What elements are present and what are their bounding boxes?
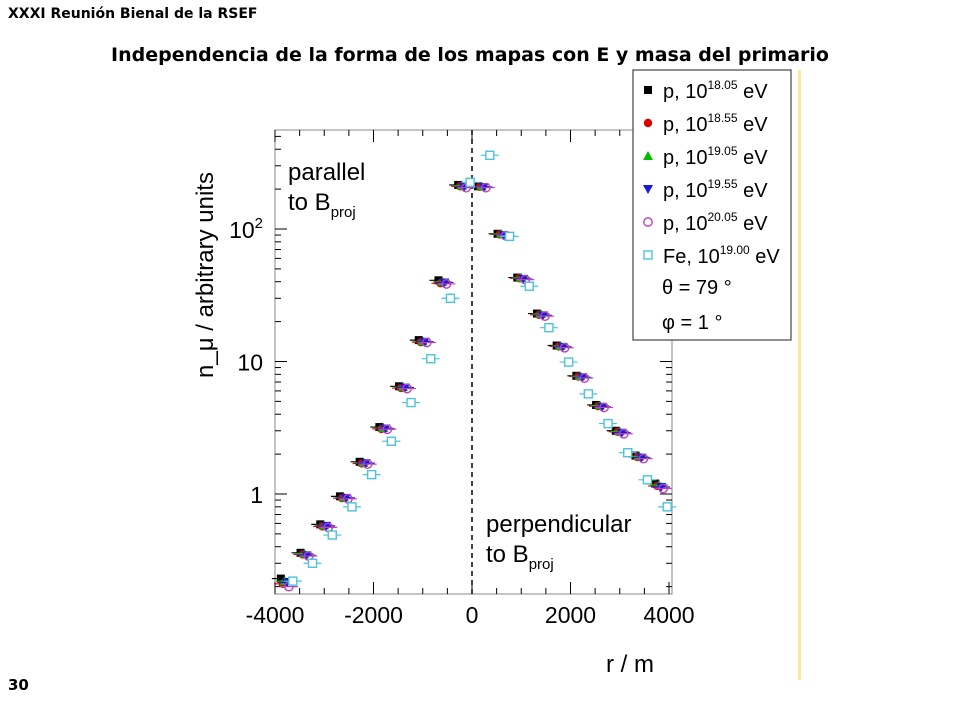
legend-theta: θ = 79 ° bbox=[662, 277, 732, 299]
marker-open-square bbox=[642, 475, 653, 485]
x-tick-label: -4000 bbox=[246, 602, 305, 628]
x-tick-label: -2000 bbox=[344, 602, 403, 628]
marker-open-square bbox=[563, 357, 574, 367]
marker-open-square bbox=[445, 293, 456, 303]
marker-open-circle bbox=[643, 217, 653, 227]
marker-triangle-up bbox=[643, 151, 653, 160]
marker-open-circle bbox=[540, 311, 550, 322]
perpendicular-label-line2: to Bproj bbox=[486, 541, 554, 573]
marker-open-square bbox=[544, 322, 554, 333]
marker-open-square bbox=[426, 353, 436, 364]
marker-open-circle bbox=[618, 428, 629, 439]
marker-triangle-down bbox=[439, 278, 450, 288]
slide-title: Independencia de la forma de los mapas c… bbox=[111, 44, 829, 66]
legend-entry: p, 1018.05 eV bbox=[644, 78, 768, 103]
legend-label: Fe, 1019.00 eV bbox=[663, 243, 780, 268]
marker-open-circle bbox=[658, 483, 669, 494]
marker-open-square bbox=[406, 397, 416, 408]
marker-open-square bbox=[347, 502, 357, 512]
marker-open-circle bbox=[421, 337, 432, 348]
marker-open-circle bbox=[559, 342, 570, 353]
legend-box bbox=[632, 69, 792, 341]
marker-open-square bbox=[643, 250, 653, 260]
marker-open-square bbox=[327, 530, 337, 540]
legend-label: p, 1020.05 eV bbox=[663, 210, 768, 235]
marker-open-circle bbox=[382, 424, 393, 435]
marker-open-square bbox=[366, 469, 377, 480]
marker-open-circle bbox=[402, 383, 412, 394]
legend-entry: p, 1019.05 eV bbox=[643, 144, 768, 169]
conference-header: XXXI Reunión Bienal de la RSEF bbox=[8, 6, 258, 22]
marker-open-circle bbox=[441, 279, 452, 289]
legend-entry: p, 1020.05 eV bbox=[643, 210, 768, 235]
marker-square bbox=[276, 574, 285, 583]
legend-label: p, 1019.05 eV bbox=[663, 144, 768, 169]
y-axis-label: n_μ / arbitrary units bbox=[192, 172, 219, 378]
x-tick-label: 4000 bbox=[643, 602, 694, 628]
marker-circle bbox=[643, 118, 653, 128]
marker-open-square bbox=[623, 447, 633, 458]
annotations: parallel to Bproj perpendicular to Bproj bbox=[288, 159, 631, 573]
marker-open-square bbox=[288, 576, 298, 586]
marker-open-circle bbox=[362, 459, 373, 470]
highlight-rule bbox=[798, 70, 801, 680]
parallel-label-line2: to Bproj bbox=[288, 189, 356, 221]
perpendicular-label-line1: perpendicular bbox=[486, 511, 631, 538]
legend-label: p, 1018.05 eV bbox=[663, 78, 768, 103]
marker-open-square bbox=[504, 231, 515, 242]
marker-open-circle bbox=[579, 373, 590, 383]
marker-open-circle bbox=[480, 182, 491, 193]
series-5 bbox=[283, 150, 677, 586]
marker-triangle-down bbox=[656, 482, 667, 492]
marker-open-square bbox=[465, 177, 475, 188]
marker-open-square bbox=[603, 418, 613, 429]
marker-open-square bbox=[524, 281, 534, 291]
x-axis-label: r / m bbox=[606, 651, 654, 678]
marker-open-square bbox=[386, 436, 397, 446]
series-4 bbox=[279, 182, 673, 592]
marker-open-square bbox=[662, 502, 672, 512]
y-tick-label: 102 bbox=[229, 215, 263, 243]
parallel-label-line1: parallel bbox=[288, 159, 365, 186]
marker-open-circle bbox=[638, 453, 649, 464]
y-tick-label: 10 bbox=[237, 350, 263, 376]
marker-triangle-down bbox=[643, 185, 653, 194]
axes: -4000 -2000 0 2000 4000 1 10 102 r / m n_μ / arbi… bbox=[192, 130, 695, 678]
legend: p, 1018.05 eV p, 1018.55 eV p, 1019.05 eV p… bbox=[632, 69, 792, 341]
marker-open-square bbox=[307, 558, 318, 568]
x-tick-label: 2000 bbox=[545, 602, 596, 628]
marker-open-circle bbox=[599, 402, 609, 413]
legend-entry: Fe, 1019.00 eV bbox=[643, 243, 780, 268]
marker-square bbox=[644, 86, 652, 94]
y-tick-label: 1 bbox=[250, 482, 263, 508]
legend-phi: φ = 1 ° bbox=[662, 312, 722, 334]
marker-triangle-down bbox=[321, 521, 332, 531]
legend-entry: p, 1018.55 eV bbox=[643, 111, 768, 136]
legend-label: p, 1018.55 eV bbox=[663, 111, 768, 136]
x-tick-label: 0 bbox=[466, 602, 479, 628]
page-number: 30 bbox=[8, 676, 29, 694]
data-points bbox=[271, 150, 677, 592]
legend-entry: p, 1019.55 eV bbox=[643, 177, 768, 202]
marker-open-square bbox=[485, 150, 495, 160]
legend-label: p, 1019.55 eV bbox=[663, 177, 768, 202]
marker-open-square bbox=[583, 389, 594, 399]
